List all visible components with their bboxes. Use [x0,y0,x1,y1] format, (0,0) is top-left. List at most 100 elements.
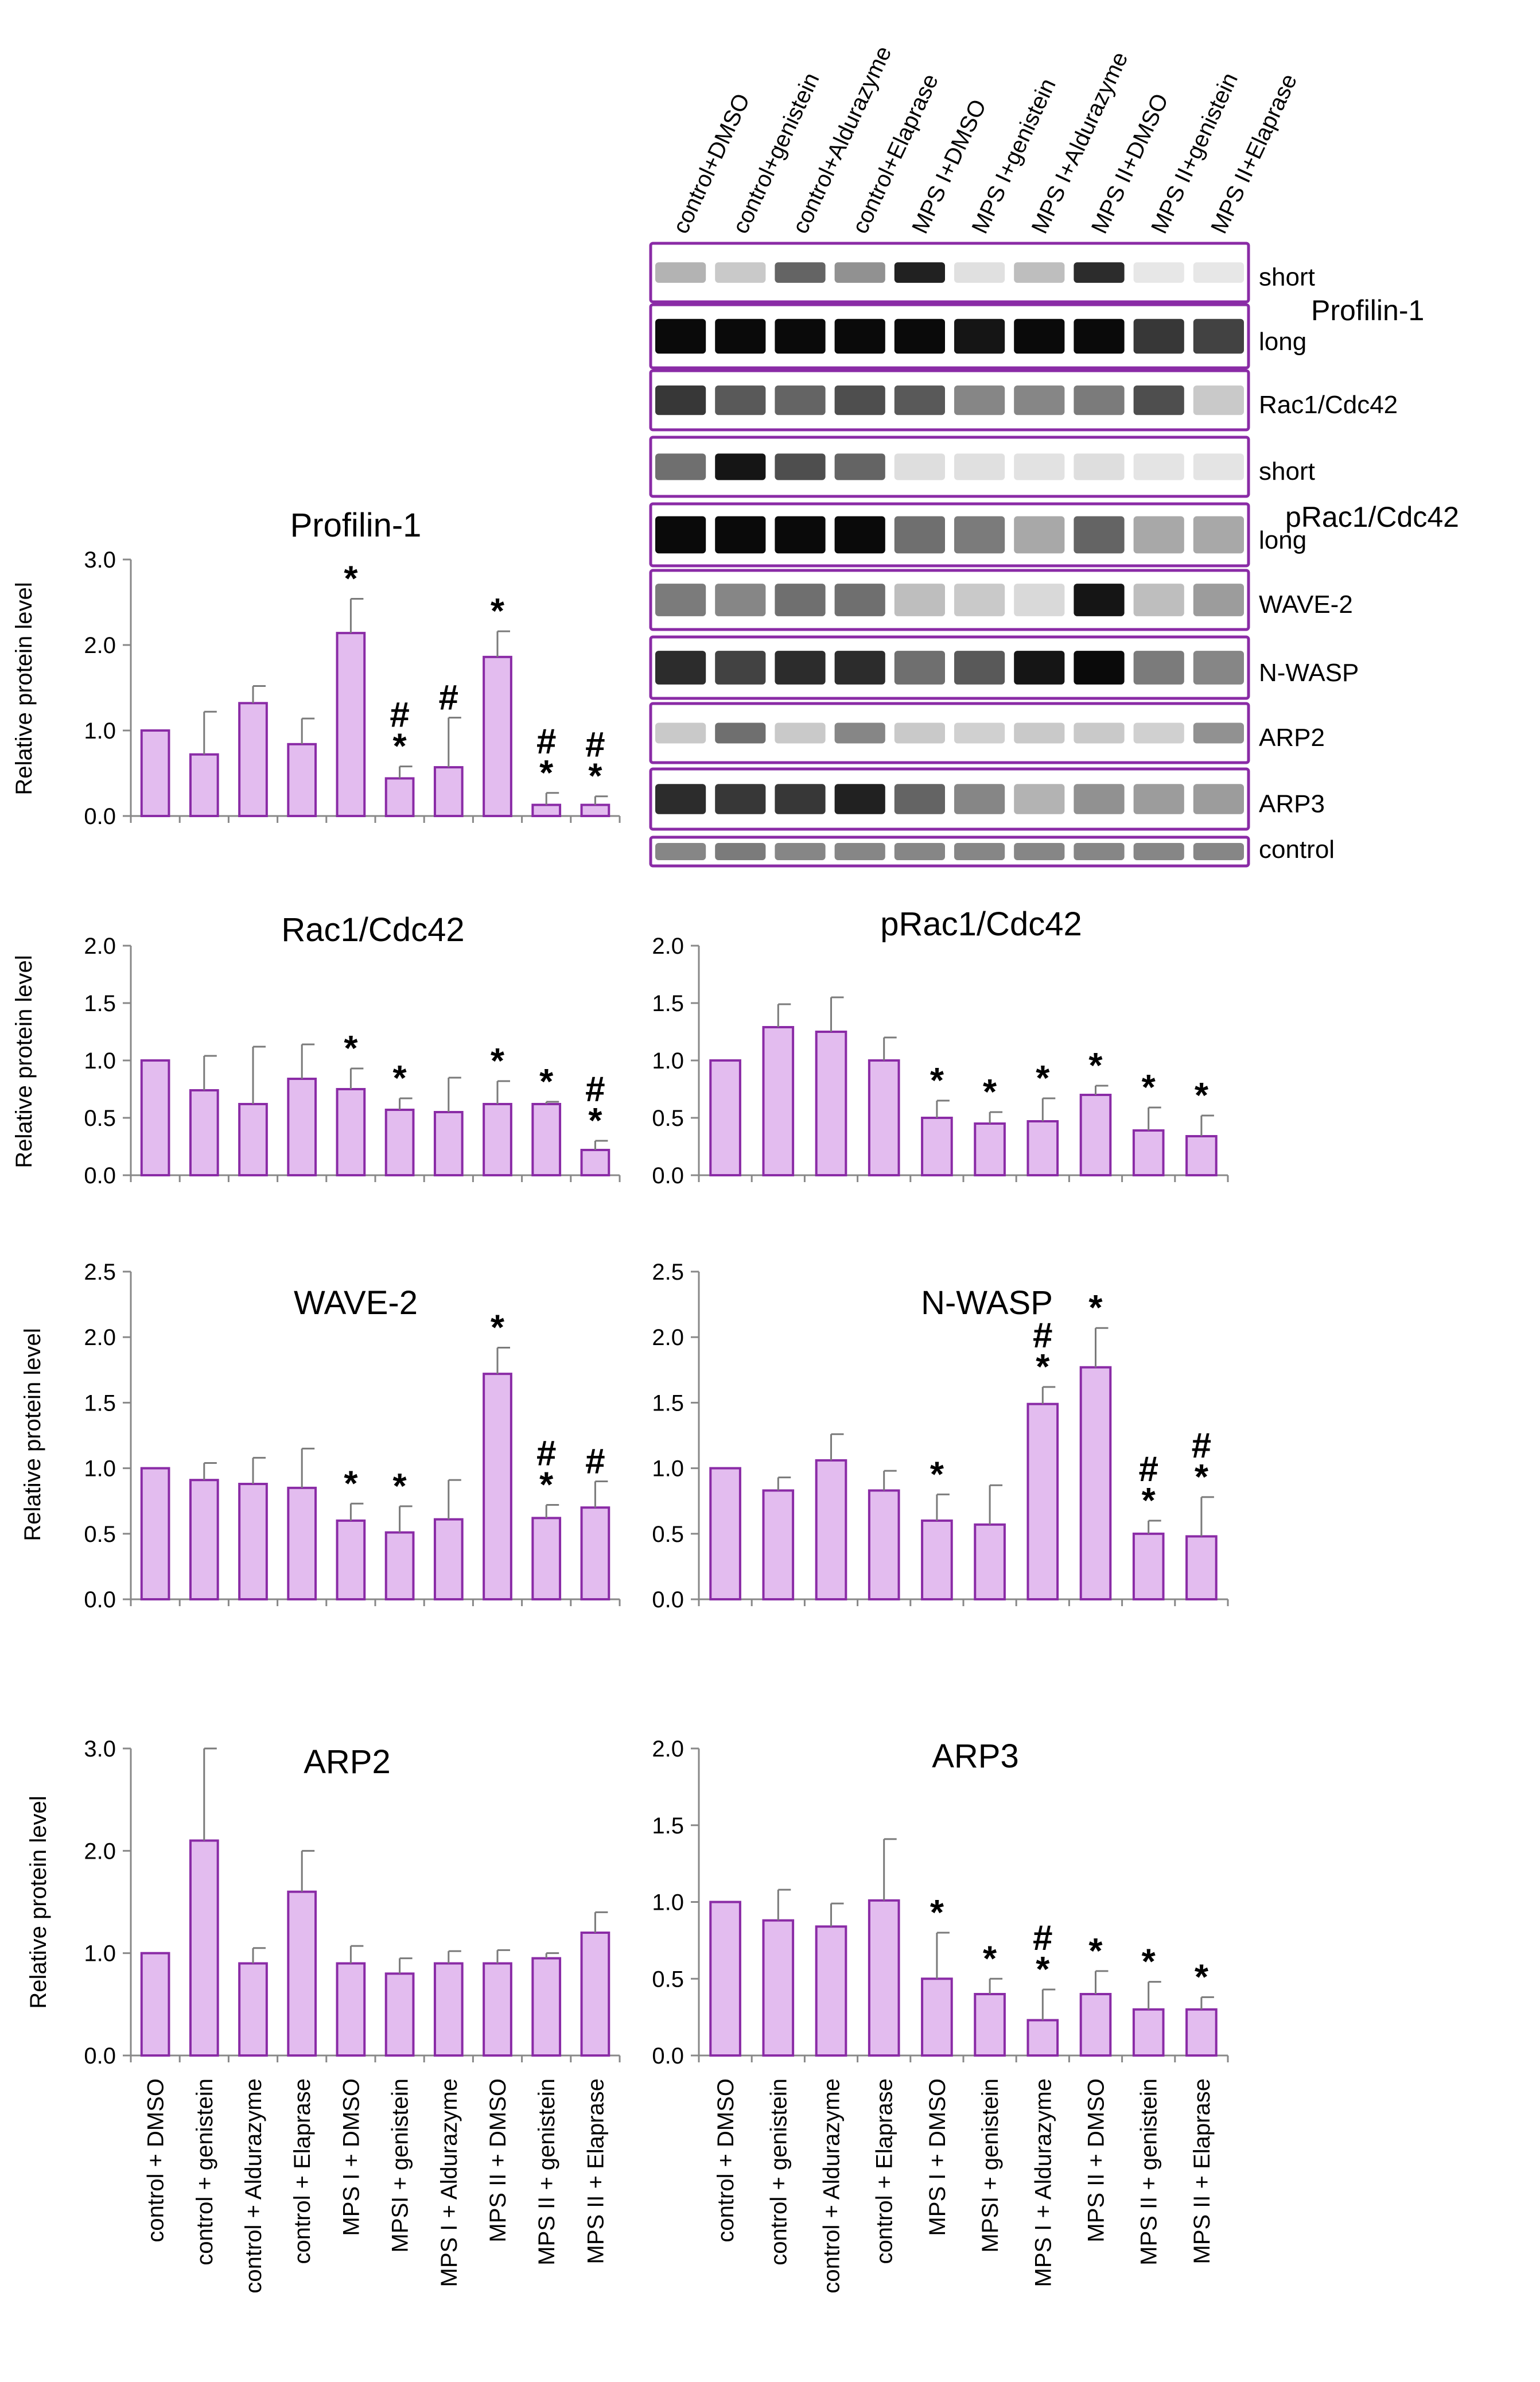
bar [1132,1129,1165,1176]
bar [1079,1094,1112,1176]
bar [238,1962,268,2057]
significance-mark: # [1033,1316,1052,1355]
bar [384,777,415,817]
significance-mark: * [1142,1481,1156,1521]
band [655,262,706,283]
significance-mark: # [1033,1918,1052,1958]
band [1014,843,1065,860]
band [834,584,885,616]
significance-mark: * [539,753,554,793]
strip-label: long [1259,526,1306,554]
bar [815,1925,847,2057]
band [715,318,766,354]
band [834,262,885,283]
bar [189,753,219,817]
band [1074,843,1125,860]
band [715,516,766,554]
bar [762,1489,795,1600]
significance-mark: # [536,722,556,761]
band [1074,584,1125,616]
bar [483,655,512,817]
chart-title: WAVE-2 [294,1284,418,1322]
y-tick-label: 1.5 [652,1390,684,1416]
bar [709,1901,741,2057]
bar [433,1518,464,1601]
y-axis-label: Relative protein level [26,1796,51,2008]
band [775,722,826,744]
category-label: control + DMSO [143,2078,169,2243]
bar [238,1483,268,1601]
bar [433,766,464,817]
y-tick-label: 2.0 [652,1736,684,1762]
band [954,453,1005,480]
band [1133,453,1184,480]
band [954,385,1005,415]
band [1133,722,1184,744]
significance-mark: * [491,1042,505,1081]
bar [189,1089,219,1176]
band [894,453,945,480]
band [894,843,945,860]
band [834,516,885,554]
band [1193,843,1244,860]
band [894,784,945,814]
significance-mark: # [439,678,458,718]
y-tick-label: 0.5 [84,1522,116,1547]
band [1193,262,1244,283]
band [1193,385,1244,415]
significance-mark: * [1195,1076,1209,1116]
y-tick-label: 0.5 [84,1106,116,1131]
y-tick-label: 2.5 [84,1260,116,1285]
bar [287,1890,317,2057]
bar [709,1467,741,1601]
y-tick-label: 2.0 [84,934,116,959]
bar [336,1519,366,1600]
band [1133,843,1184,860]
band [834,784,885,814]
y-tick-label: 1.5 [652,1813,684,1839]
y-tick-label: 1.0 [84,1941,116,1967]
bar [762,1919,795,2057]
chart-n-wasp: 0.00.51.01.52.02.5**#**# *#N-WASP [652,1260,1229,1612]
bar [189,1839,219,2057]
significance-mark: # [1138,1450,1158,1489]
band [715,843,766,860]
band [715,262,766,283]
significance-mark: * [344,559,358,599]
category-label: control + genistein [766,2078,791,2266]
category-label: MPS I + DMSO [925,2078,950,2236]
band [1193,784,1244,814]
bar [1185,1135,1218,1176]
bar [483,1373,512,1601]
y-tick-label: 0.5 [652,1522,684,1547]
band [775,318,826,354]
significance-mark: * [983,1939,997,1979]
band [715,385,766,415]
band [894,262,945,283]
category-label: control + genistein [192,2078,217,2266]
strip-label: ARP3 [1259,790,1325,818]
band [715,453,766,480]
band [894,318,945,354]
band [1074,516,1125,554]
y-tick-label: 1.5 [652,991,684,1016]
y-tick-label: 2.0 [84,1839,116,1864]
bar [531,1517,562,1601]
significance-mark: * [1195,1458,1209,1497]
y-tick-label: 0.0 [84,1587,116,1612]
y-tick-label: 1.0 [84,718,116,744]
band [1133,584,1184,616]
significance-mark: * [1088,1932,1103,1971]
strip-label: ARP2 [1259,724,1325,752]
significance-mark: * [539,1062,554,1102]
significance-mark: * [1036,1059,1050,1098]
band [954,843,1005,860]
protein-label-profilin: Profilin-1 [1311,294,1424,327]
category-label: MPS II + genistein [1137,2078,1162,2266]
category-label: MPS II + Elaprase [1189,2078,1215,2264]
y-tick-label: 0.0 [652,1163,684,1188]
bar [1026,1120,1059,1176]
bar [921,1117,953,1176]
